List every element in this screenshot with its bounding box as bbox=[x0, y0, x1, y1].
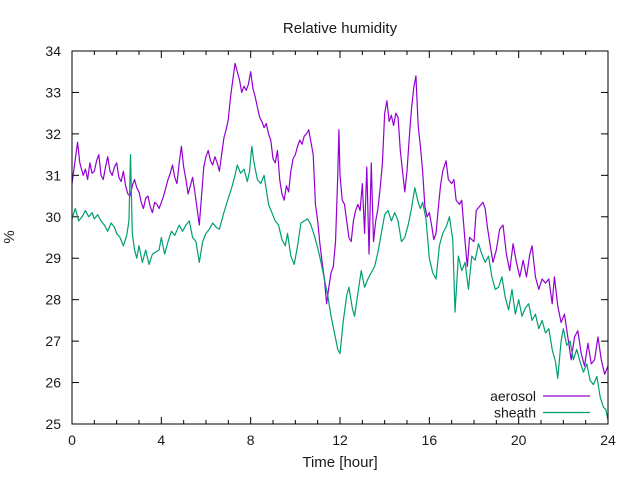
y-tick-label: 29 bbox=[45, 250, 61, 266]
axis-ticks bbox=[71, 50, 609, 425]
aerosol-line bbox=[71, 62, 609, 375]
x-tick-label: 24 bbox=[600, 432, 616, 448]
y-tick-label: 32 bbox=[45, 126, 61, 142]
y-tick-label: 33 bbox=[45, 84, 61, 100]
legend-label-aerosol: aerosol bbox=[490, 388, 536, 404]
y-tick-label: 27 bbox=[45, 333, 61, 349]
chart-title: Relative humidity bbox=[283, 20, 398, 37]
x-tick-label: 8 bbox=[247, 432, 255, 448]
axis-tick-labels: 0 4 8 12 16 20 24 25 26 27 28 29 30 31 32 33 34 bbox=[45, 43, 616, 448]
x-tick-label: 20 bbox=[511, 432, 527, 448]
legend-item-aerosol: aerosol bbox=[490, 388, 590, 404]
legend-item-sheath: sheath bbox=[494, 405, 590, 421]
x-tick-label: 0 bbox=[68, 432, 76, 448]
y-tick-label: 28 bbox=[45, 292, 61, 308]
x-tick-label: 4 bbox=[157, 432, 165, 448]
x-tick-label: 12 bbox=[332, 432, 348, 448]
x-tick-label: 16 bbox=[422, 432, 438, 448]
legend-label-sheath: sheath bbox=[494, 405, 536, 421]
y-tick-label: 34 bbox=[45, 43, 61, 59]
x-axis-title: Time [hour] bbox=[302, 454, 377, 471]
y-tick-label: 30 bbox=[45, 209, 61, 225]
y-tick-label: 31 bbox=[45, 167, 61, 183]
y-axis-title: % bbox=[1, 230, 18, 243]
legend: aerosol sheath bbox=[490, 388, 590, 421]
sheath-line bbox=[71, 145, 609, 420]
y-tick-label: 26 bbox=[45, 375, 61, 391]
plot-border bbox=[71, 50, 609, 425]
data-series bbox=[71, 62, 609, 420]
y-tick-label: 25 bbox=[45, 416, 61, 432]
